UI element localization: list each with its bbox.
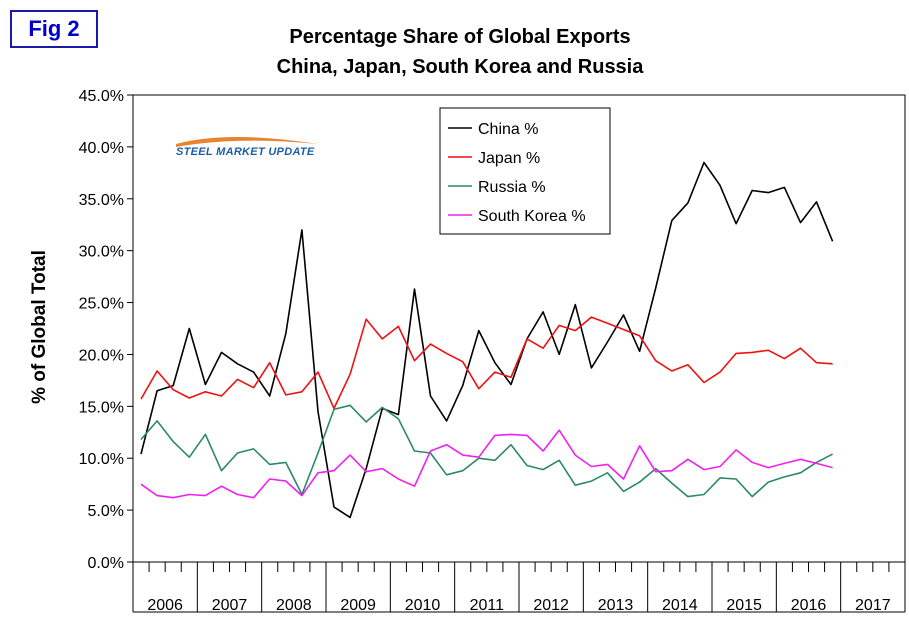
series-line-japan — [140, 316, 833, 410]
steel-market-update-logo: STEEL MARKET UPDATE — [168, 130, 328, 170]
x-tick-label: 2016 — [791, 597, 827, 614]
x-tick-label: 2015 — [726, 597, 762, 614]
series-line-china — [140, 161, 834, 519]
y-tick-label: 40.0% — [79, 140, 124, 157]
y-tick-label: 35.0% — [79, 192, 124, 209]
x-tick-label: 2012 — [533, 597, 569, 614]
figure-label: Fig 2 — [10, 10, 98, 48]
legend-box — [439, 107, 611, 235]
x-tick-label: 2014 — [662, 597, 698, 614]
legend-label: Japan % — [478, 150, 540, 167]
y-tick-label: 10.0% — [79, 451, 124, 468]
x-tick-label: 2011 — [470, 597, 505, 614]
chart-subtitle: China, Japan, South Korea and Russia — [276, 56, 644, 78]
x-tick-label: 2017 — [855, 597, 891, 614]
x-tick-label: 2006 — [147, 597, 183, 614]
y-tick-label: 30.0% — [79, 244, 124, 261]
y-tick-label: 15.0% — [79, 399, 124, 416]
y-tick-label: 45.0% — [79, 88, 124, 105]
chart-title: Percentage Share of Global Exports — [289, 26, 631, 48]
y-tick-label: 25.0% — [79, 296, 124, 313]
x-tick-label: 2010 — [405, 597, 441, 614]
x-tick-label: 2007 — [212, 597, 248, 614]
logo-text: STEEL MARKET UPDATE — [176, 146, 315, 158]
x-tick-label: 2008 — [276, 597, 312, 614]
series-line-south-korea — [140, 429, 833, 499]
series-line-russia — [140, 404, 833, 498]
legend-label: Russia % — [478, 179, 546, 196]
x-tick-label: 2013 — [598, 597, 634, 614]
y-tick-label: 5.0% — [88, 503, 124, 520]
logo-swoosh-icon — [176, 137, 318, 147]
x-tick-label: 2009 — [340, 597, 376, 614]
y-tick-label: 20.0% — [79, 347, 124, 364]
legend-label: South Korea % — [478, 208, 586, 225]
y-tick-label: 0.0% — [88, 555, 124, 572]
legend-label: China % — [478, 121, 538, 138]
